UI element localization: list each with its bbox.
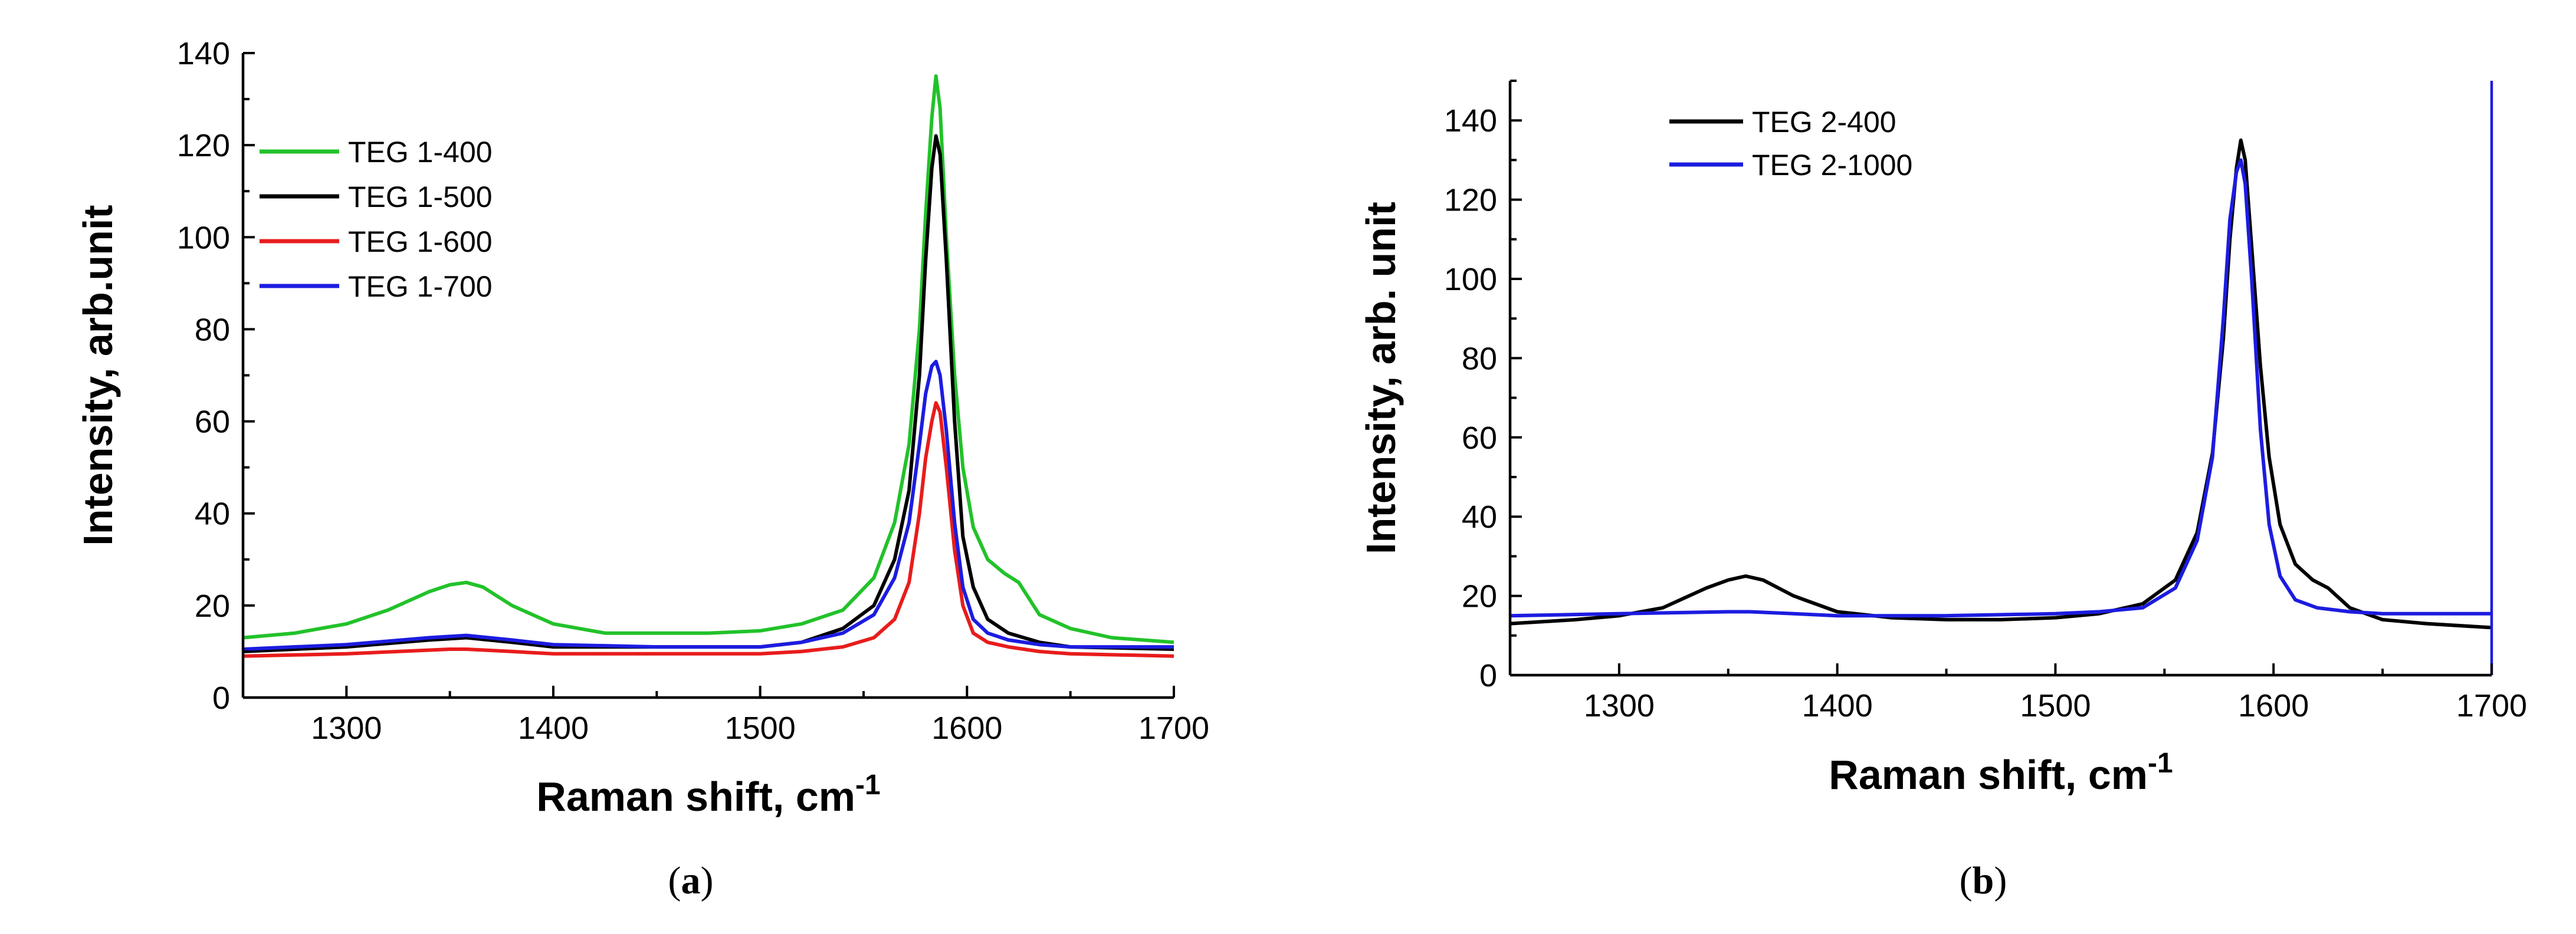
series-line-a-3 xyxy=(243,401,1174,658)
y-tick-label-a: 120 xyxy=(177,128,230,163)
y-axis-title-b: Intensity, arb. unit xyxy=(1358,202,1404,554)
series-line-a-4 xyxy=(243,360,1174,651)
series-line-b-2 xyxy=(1510,158,2492,618)
panel-label-a: (a) xyxy=(668,859,714,902)
y-tick-label-a: 20 xyxy=(195,588,230,624)
y-tick-label-a: 100 xyxy=(177,220,230,255)
series-line-b-1 xyxy=(1510,138,2492,630)
y-tick-label-b: 40 xyxy=(1462,499,1497,535)
legend-label-b-2: TEG 2-1000 xyxy=(1752,149,1912,182)
panel-label-b: (b) xyxy=(1960,859,2007,902)
y-tick-label-b: 140 xyxy=(1444,103,1497,139)
y-tick-label-b: 80 xyxy=(1462,341,1497,376)
x-tick-label-a: 1600 xyxy=(931,711,1002,746)
legend-label-a-2: TEG 1-500 xyxy=(348,180,493,213)
y-tick-label-a: 40 xyxy=(195,496,230,532)
x-tick-label-a: 1500 xyxy=(725,711,796,746)
legend-a: TEG 1-400 TEG 1-500 TEG 1-600 TEG 1-700 xyxy=(260,136,493,303)
y-axis-title-a: Intensity, arb.unit xyxy=(75,205,121,545)
x-tick-label-b: 1500 xyxy=(2020,688,2091,723)
x-tick-label-b: 1700 xyxy=(2456,688,2527,723)
legend-label-a-1: TEG 1-400 xyxy=(348,136,493,169)
legend-label-a-3: TEG 1-600 xyxy=(348,225,493,258)
series-line-a-2 xyxy=(243,134,1174,653)
x-axis-title-a: Raman shift, cm-1 xyxy=(536,769,880,820)
y-tick-label-b: 120 xyxy=(1444,183,1497,218)
chart-panel-a: 1300 1400 1500 1600 1700 0 20 40 60 80 100 120 140 Ra… xyxy=(75,36,1209,902)
legend-label-b-1: TEG 2-400 xyxy=(1752,106,1896,139)
series-line-a-1 xyxy=(243,74,1174,644)
x-tick-label-b: 1600 xyxy=(2238,688,2309,723)
y-tick-label-a: 140 xyxy=(177,36,230,71)
x-axis-title-b: Raman shift, cm-1 xyxy=(1829,748,2173,798)
y-tick-label-b: 100 xyxy=(1444,262,1497,297)
x-tick-label-b: 1300 xyxy=(1584,688,1655,723)
x-tick-label-a: 1300 xyxy=(311,711,382,746)
x-tick-label-a: 1700 xyxy=(1138,711,1209,746)
legend-label-a-4: TEG 1-700 xyxy=(348,270,493,303)
x-tick-label-b: 1400 xyxy=(1802,688,1873,723)
y-tick-label-b: 20 xyxy=(1462,579,1497,614)
legend-b: TEG 2-400 TEG 2-1000 xyxy=(1669,106,1912,182)
y-tick-label-a: 80 xyxy=(195,312,230,347)
y-tick-label-a: 60 xyxy=(195,404,230,440)
chart-panel-b: 1300 1400 1500 1600 1700 0 20 40 60 80 100 120 140 Ra… xyxy=(1358,80,2527,902)
y-tick-label-a: 0 xyxy=(212,680,230,716)
y-tick-label-b: 0 xyxy=(1479,658,1497,693)
y-tick-label-b: 60 xyxy=(1462,420,1497,456)
x-tick-label-a: 1400 xyxy=(518,711,589,746)
